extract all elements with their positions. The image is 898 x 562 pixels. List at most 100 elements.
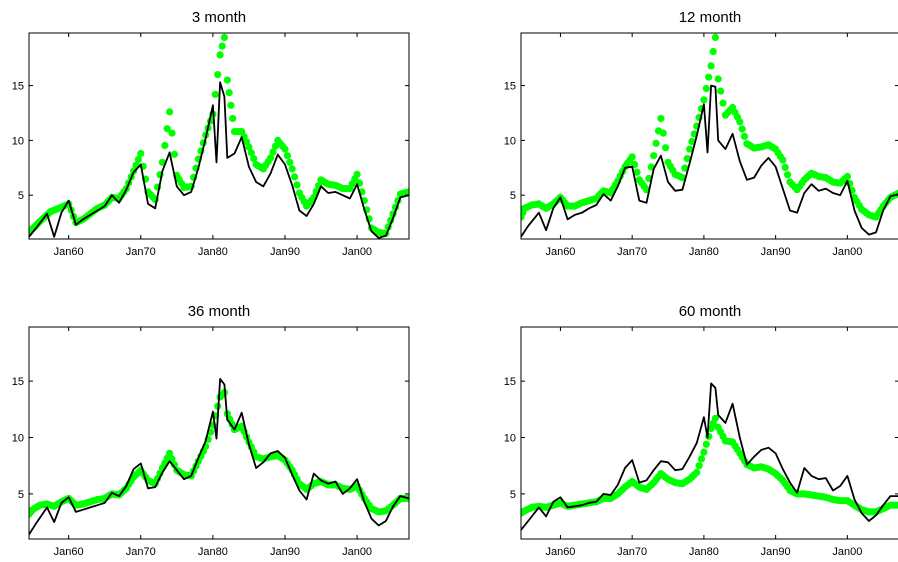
subplot-title: 3 month <box>192 9 246 26</box>
fitted-marker <box>267 154 275 162</box>
actual-series-line <box>29 378 409 535</box>
fitted-marker <box>709 48 717 56</box>
fitted-marker <box>405 188 409 196</box>
x-tick-label: Jan90 <box>761 546 791 558</box>
fitted-marker <box>293 181 301 189</box>
fitted-marker <box>247 149 255 157</box>
x-tick-label: Jan00 <box>832 246 862 258</box>
fitted-marker <box>697 455 706 463</box>
fitted-marker <box>700 96 708 104</box>
subplot-3: 60 month Jan60 Jan70 Jan80 Jan90 Jan00 5 10 15 <box>504 303 898 558</box>
x-tick-label: Jan60 <box>545 546 575 558</box>
fitted-marker <box>286 158 294 166</box>
fitted-marker <box>693 468 701 477</box>
fitted-marker <box>227 101 235 109</box>
fitted-marker <box>895 501 898 509</box>
plot-area <box>29 33 409 239</box>
y-tick-label: 5 <box>18 190 24 202</box>
subplot-1: 12 month Jan60 Jan70 Jan80 Jan90 Jan00 5 10 15 <box>504 9 898 258</box>
y-tick-label: 15 <box>504 376 516 388</box>
fitted-marker <box>705 73 713 81</box>
x-tick-label: Jan00 <box>342 246 372 258</box>
fitted-marker <box>223 76 231 84</box>
fitted-marker <box>283 152 291 160</box>
fitted-marker <box>161 141 169 150</box>
x-tick-label: Jan70 <box>617 246 647 258</box>
y-tick-label: 10 <box>504 135 516 147</box>
fitted-marker <box>659 129 667 137</box>
x-tick-label: Jan70 <box>126 246 156 258</box>
fitted-marker <box>245 143 253 151</box>
x-tick-label: Jan70 <box>126 546 156 558</box>
fitted-marker <box>719 99 727 107</box>
x-tick-label: Jan80 <box>198 246 228 258</box>
fitted-marker <box>779 156 787 164</box>
fitted-marker <box>700 448 708 456</box>
fitted-marker <box>738 125 746 133</box>
fitted-marker <box>250 155 258 163</box>
fitted-marker <box>707 62 715 70</box>
subplot-title: 36 month <box>188 303 251 320</box>
fitted-marker <box>281 145 289 153</box>
fitted-marker <box>291 173 299 181</box>
fitted-marker <box>784 171 792 179</box>
y-tick-label: 5 <box>18 489 24 501</box>
fitted-marker <box>686 145 694 153</box>
fitted-marker <box>628 153 636 161</box>
fitted-marker <box>214 71 222 79</box>
x-tick-label: Jan60 <box>54 546 84 558</box>
fitted-marker <box>166 108 174 116</box>
plot-area <box>521 382 898 531</box>
actual-series-line <box>29 81 409 239</box>
y-tick-label: 5 <box>510 190 516 202</box>
fitted-marker <box>657 114 665 123</box>
y-tick-label: 15 <box>12 376 24 388</box>
y-tick-label: 15 <box>504 81 516 93</box>
fitted-marker <box>170 461 178 469</box>
x-tick-label: Jan80 <box>198 546 228 558</box>
fitted-marker <box>695 462 703 470</box>
subplot-0: 3 month Jan60 Jan70 Jan80 Jan90 Jan00 5 10 15 <box>12 9 410 258</box>
fitted-marker <box>711 414 720 422</box>
fitted-marker <box>678 174 687 182</box>
fitted-marker <box>633 168 641 176</box>
y-tick-label: 10 <box>504 433 516 445</box>
fitted-marker <box>650 152 658 160</box>
fitted-marker <box>163 125 171 133</box>
y-tick-label: 5 <box>510 489 516 501</box>
fitted-marker <box>736 118 744 126</box>
fitted-marker <box>134 155 142 163</box>
actual-series-line <box>521 84 898 238</box>
fitted-marker <box>229 114 237 123</box>
fitted-marker <box>225 89 233 97</box>
fitted-marker <box>717 87 725 95</box>
y-tick-label: 10 <box>12 135 24 147</box>
subplot-2: 36 month Jan60 Jan70 Jan80 Jan90 Jan00 5 10 15 <box>12 303 410 558</box>
axes-box <box>520 326 898 540</box>
fitted-marker <box>216 51 224 59</box>
fitted-marker <box>168 129 176 137</box>
fitted-marker <box>353 170 361 178</box>
fitted-marker <box>740 132 749 140</box>
fitted-marker <box>714 75 722 83</box>
fitted-marker <box>781 163 789 171</box>
fitted-marker <box>683 155 691 163</box>
plot-area <box>29 378 409 535</box>
fitted-marker <box>211 90 219 98</box>
axes-box <box>28 32 410 240</box>
x-tick-label: Jan60 <box>545 246 575 258</box>
x-tick-label: Jan60 <box>54 246 84 258</box>
fitted-marker <box>652 139 660 147</box>
x-tick-label: Jan70 <box>617 546 647 558</box>
fitted-marker <box>218 42 226 50</box>
plot-area <box>521 33 898 238</box>
fitted-marker <box>843 172 852 181</box>
x-tick-label: Jan00 <box>832 546 862 558</box>
actual-series-line <box>521 382 898 531</box>
x-tick-label: Jan90 <box>761 246 791 258</box>
subplot-title: 60 month <box>679 303 742 320</box>
fitted-marker <box>137 149 145 158</box>
y-tick-label: 10 <box>12 433 24 445</box>
x-tick-label: Jan90 <box>270 546 300 558</box>
